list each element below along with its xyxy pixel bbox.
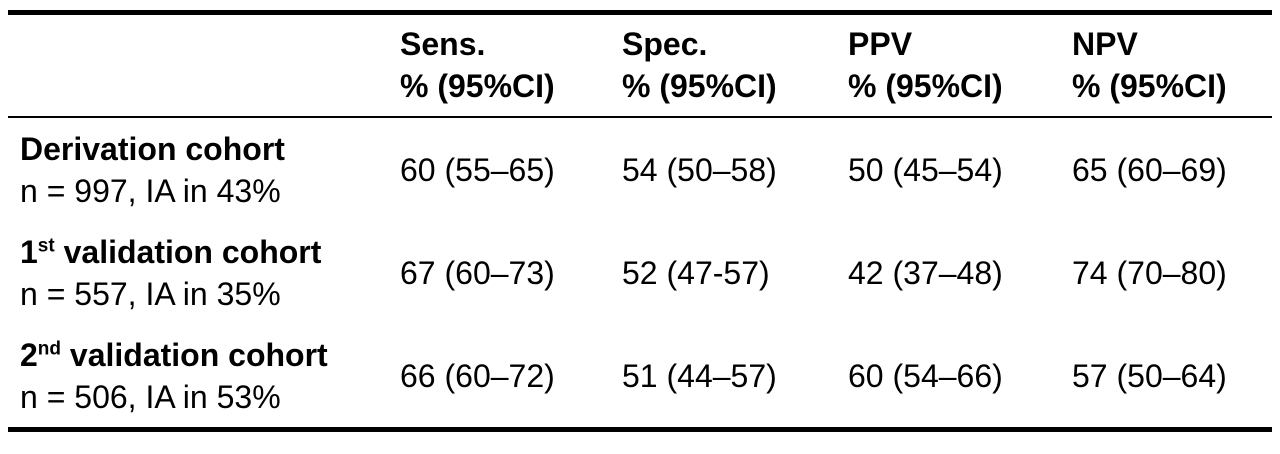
- value-cell-sens: 60 (55–65): [400, 151, 555, 188]
- header-cell-spec: Spec. % (95%CI): [622, 12, 848, 118]
- row-title-superscript: st: [37, 234, 55, 256]
- row-title-rest: validation cohort: [61, 336, 328, 373]
- column-subtitle-npv: % (95%CI): [1072, 68, 1227, 104]
- paper-table-page: Sens. % (95%CI) Spec. % (95%CI) PPV % (9…: [0, 10, 1280, 454]
- row-subtitle: n = 506, IA in 53%: [20, 378, 281, 415]
- table-row-second-validation-cohort: 2nd validation cohort n = 506, IA in 53%…: [8, 324, 1272, 430]
- value-cell-ppv: 42 (37–48): [848, 254, 1003, 291]
- value-cell-spec: 52 (47-57): [622, 254, 770, 291]
- row-label-derivation: Derivation cohort n = 997, IA in 43%: [8, 117, 400, 221]
- table-row-first-validation-cohort: 1st validation cohort n = 557, IA in 35%…: [8, 221, 1272, 324]
- column-title-npv: NPV: [1072, 26, 1138, 62]
- row-label-first-validation: 1st validation cohort n = 557, IA in 35%: [8, 221, 400, 324]
- value-cell-ppv: 50 (45–54): [848, 151, 1003, 188]
- row-title-superscript: nd: [37, 337, 62, 359]
- header-cell-sens: Sens. % (95%CI): [400, 12, 622, 118]
- diagnostic-performance-table: Sens. % (95%CI) Spec. % (95%CI) PPV % (9…: [8, 10, 1272, 432]
- column-subtitle-spec: % (95%CI): [622, 68, 777, 104]
- row-title: 2nd validation cohort: [20, 334, 400, 376]
- header-row: Sens. % (95%CI) Spec. % (95%CI) PPV % (9…: [8, 12, 1272, 118]
- value-cell-sens: 66 (60–72): [400, 357, 555, 394]
- value-cell-npv: 74 (70–80): [1072, 254, 1227, 291]
- row-title-rest: validation cohort: [54, 233, 322, 270]
- value-cell-npv: 65 (60–69): [1072, 151, 1227, 188]
- value-cell-spec: 54 (50–58): [622, 151, 777, 188]
- row-title-text: Derivation cohort: [20, 130, 285, 167]
- row-label-second-validation: 2nd validation cohort n = 506, IA in 53%: [8, 324, 400, 430]
- header-cell-npv: NPV % (95%CI): [1072, 12, 1272, 118]
- row-subtitle: n = 997, IA in 43%: [20, 172, 281, 209]
- column-title-spec: Spec.: [622, 26, 708, 62]
- row-title-text: 2: [20, 336, 38, 373]
- row-subtitle: n = 557, IA in 35%: [20, 275, 281, 312]
- column-title-sens: Sens.: [400, 26, 486, 62]
- value-cell-npv: 57 (50–64): [1072, 357, 1227, 394]
- table-row-derivation-cohort: Derivation cohort n = 997, IA in 43% 60 …: [8, 117, 1272, 221]
- column-subtitle-ppv: % (95%CI): [848, 68, 1003, 104]
- column-subtitle-sens: % (95%CI): [400, 68, 555, 104]
- column-title-ppv: PPV: [848, 26, 913, 62]
- row-title-text: 1: [20, 233, 38, 270]
- row-title: Derivation cohort: [20, 128, 400, 170]
- value-cell-sens: 67 (60–73): [400, 254, 555, 291]
- row-title: 1st validation cohort: [20, 231, 400, 273]
- header-cell-empty: [8, 12, 400, 118]
- header-cell-ppv: PPV % (95%CI): [848, 12, 1072, 118]
- value-cell-ppv: 60 (54–66): [848, 357, 1003, 394]
- value-cell-spec: 51 (44–57): [622, 357, 777, 394]
